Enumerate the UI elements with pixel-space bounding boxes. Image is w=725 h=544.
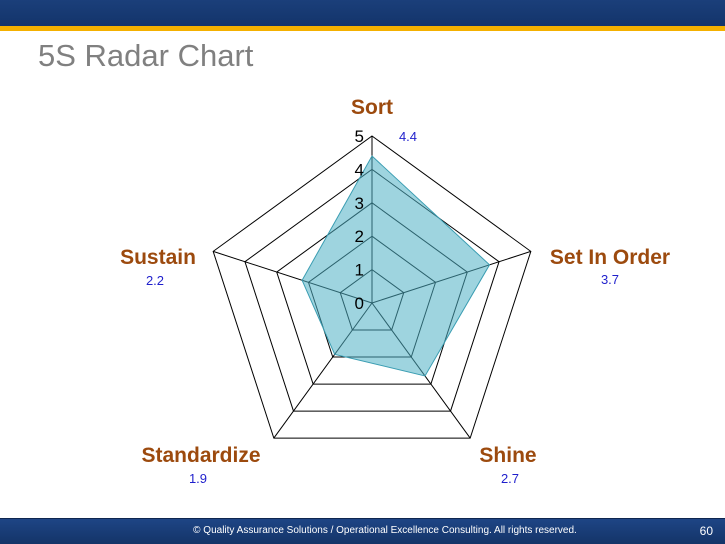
footer-bar: © Quality Assurance Solutions / Operatio… <box>0 518 725 544</box>
grid-ring-4 <box>244 168 500 412</box>
header-accent-stripe <box>0 26 725 31</box>
tick-label-5: 5 <box>355 127 364 146</box>
page-number: 60 <box>699 524 713 538</box>
data-area <box>301 155 491 377</box>
tick-label-2: 2 <box>355 227 364 246</box>
tick-label-1: 1 <box>355 261 364 280</box>
value-label-sort: 4.4 <box>399 129 417 144</box>
value-label-set-in-order: 3.7 <box>601 272 619 287</box>
radar-axis-labels: Sort 4.4 Set In Order 3.7 Shine 2.7 Standardiz… <box>120 96 670 486</box>
value-label-shine: 2.7 <box>501 471 519 486</box>
header-bar <box>0 0 725 26</box>
radar-chart: 0 1 2 3 4 5 Sort 4.4 Set In Order 3.7 Shine 2.7 Sta… <box>120 96 670 486</box>
axis-label-standardize: Standardize <box>141 444 260 467</box>
radar-tick-labels: 0 1 2 3 4 5 <box>355 127 364 313</box>
slide-title: 5S Radar Chart <box>38 38 254 73</box>
footer-copyright: © Quality Assurance Solutions / Operatio… <box>193 525 577 536</box>
axis-label-set-in-order: Set In Order <box>550 246 670 269</box>
axis-label-shine: Shine <box>479 444 536 467</box>
tick-label-0: 0 <box>355 294 364 313</box>
radar-data-area <box>301 155 491 377</box>
grid-ring-5 <box>212 135 532 439</box>
value-label-standardize: 1.9 <box>189 471 207 486</box>
axis-label-sustain: Sustain <box>120 246 196 269</box>
tick-label-3: 3 <box>355 194 364 213</box>
value-label-sustain: 2.2 <box>146 273 164 288</box>
tick-label-4: 4 <box>355 160 364 179</box>
axis-label-sort: Sort <box>351 96 393 119</box>
